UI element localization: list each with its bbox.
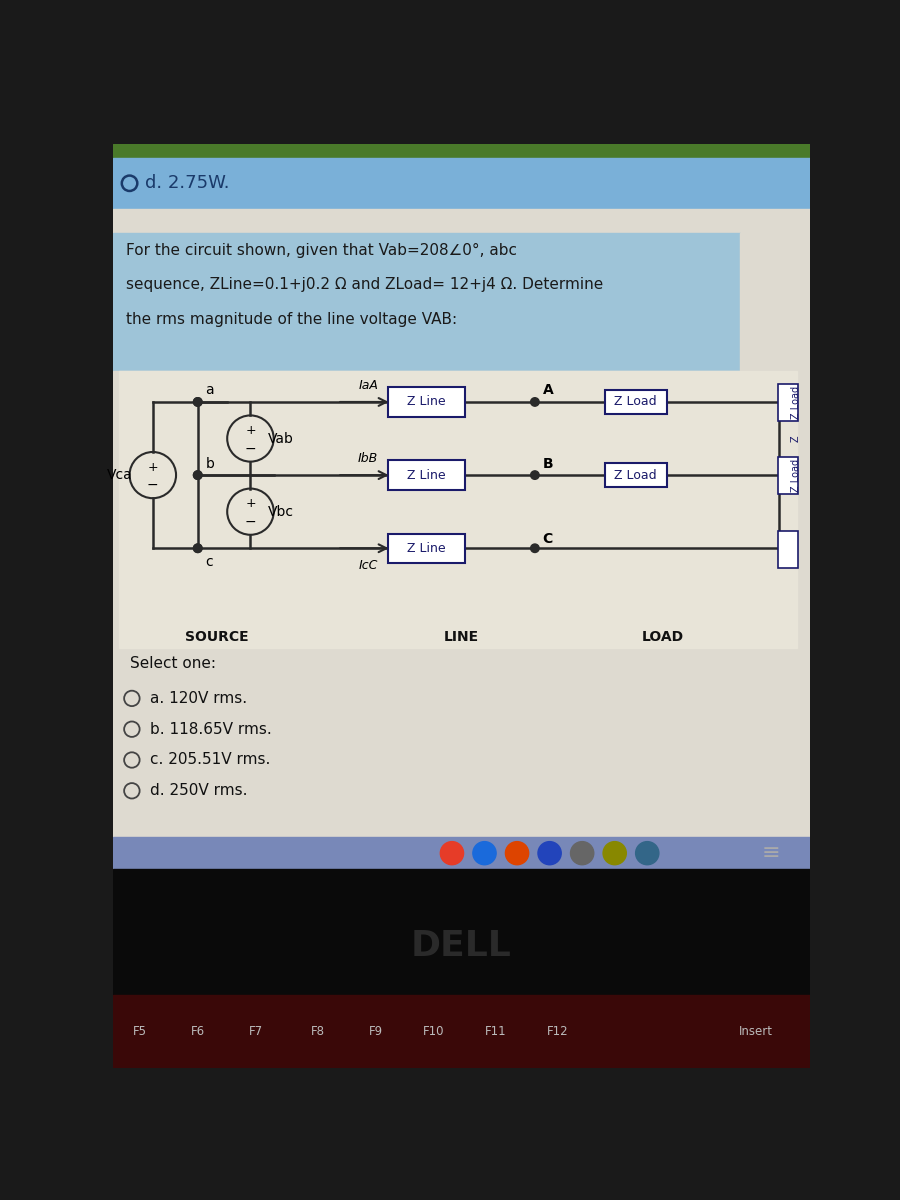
Text: B: B (543, 456, 553, 470)
Text: a: a (205, 383, 214, 397)
Bar (112, 995, 810, 1068)
Text: c: c (205, 556, 213, 569)
Circle shape (194, 470, 202, 479)
Bar (778, 457, 797, 494)
Circle shape (635, 841, 659, 865)
Text: Z: Z (791, 436, 801, 442)
Circle shape (440, 841, 464, 865)
Text: a. 120V rms.: a. 120V rms. (149, 691, 247, 706)
Bar (112, 233, 740, 371)
Circle shape (538, 841, 562, 865)
Text: F5: F5 (132, 1025, 147, 1038)
Text: d. 2.75W.: d. 2.75W. (145, 174, 230, 192)
Text: Select one:: Select one: (130, 656, 216, 671)
Circle shape (531, 470, 539, 479)
Text: F8: F8 (310, 1025, 325, 1038)
Text: −: − (245, 515, 256, 529)
Bar (112, 869, 810, 995)
Bar (119, 371, 796, 648)
Text: F6: F6 (191, 1025, 205, 1038)
Bar (740, 233, 810, 371)
Text: +: + (245, 498, 256, 510)
Text: Vbc: Vbc (267, 505, 293, 518)
Text: the rms magnitude of the line voltage VAB:: the rms magnitude of the line voltage VA… (126, 312, 457, 328)
Text: F12: F12 (547, 1025, 569, 1038)
Text: A: A (543, 383, 553, 397)
Circle shape (531, 397, 539, 406)
Bar (112, 144, 810, 158)
Text: Vca: Vca (107, 468, 133, 482)
Bar (112, 210, 810, 233)
Text: LINE: LINE (444, 630, 479, 643)
Text: Z Load: Z Load (791, 458, 801, 492)
Text: +: + (245, 425, 256, 437)
Text: F11: F11 (485, 1025, 507, 1038)
Text: Vab: Vab (267, 432, 293, 445)
Bar (388, 461, 465, 490)
Text: Z Line: Z Line (407, 396, 446, 408)
Text: Z Load: Z Load (791, 385, 801, 419)
Text: F10: F10 (423, 1025, 445, 1038)
Circle shape (472, 841, 496, 865)
Text: ≡: ≡ (762, 844, 780, 863)
Bar (778, 530, 797, 568)
Bar (605, 463, 667, 487)
Bar (112, 371, 810, 838)
Text: SOURCE: SOURCE (185, 630, 249, 643)
Text: −: − (245, 442, 256, 456)
Circle shape (194, 397, 202, 406)
Text: F7: F7 (248, 1025, 263, 1038)
Text: Z Load: Z Load (615, 468, 657, 481)
Text: Z Line: Z Line (407, 541, 446, 554)
Bar (605, 390, 667, 414)
Text: c. 205.51V rms.: c. 205.51V rms. (149, 752, 270, 768)
Bar (778, 384, 797, 421)
Text: sequence, ZLine=0.1+j0.2 Ω and ZLoad= 12+j4 Ω. Determine: sequence, ZLine=0.1+j0.2 Ω and ZLoad= 12… (126, 277, 604, 292)
Circle shape (506, 841, 528, 865)
Circle shape (571, 841, 594, 865)
Text: Z Load: Z Load (615, 396, 657, 408)
Circle shape (531, 544, 539, 552)
Text: IbB: IbB (358, 451, 378, 464)
Text: Z Line: Z Line (407, 468, 446, 481)
Text: For the circuit shown, given that Vab=208∠0°, abc: For the circuit shown, given that Vab=20… (126, 242, 518, 258)
Bar (112, 838, 810, 869)
Text: DELL: DELL (411, 929, 511, 964)
Text: IaA: IaA (358, 378, 378, 391)
Bar (112, 158, 810, 210)
Circle shape (194, 544, 202, 552)
Circle shape (194, 470, 202, 479)
Text: b: b (205, 456, 214, 470)
Text: LOAD: LOAD (642, 630, 684, 643)
Text: −: − (147, 478, 158, 492)
Text: b. 118.65V rms.: b. 118.65V rms. (149, 721, 272, 737)
Circle shape (194, 544, 202, 552)
Bar (388, 534, 465, 563)
Circle shape (194, 397, 202, 406)
Text: F9: F9 (369, 1025, 383, 1038)
Text: d. 250V rms.: d. 250V rms. (149, 784, 248, 798)
Circle shape (603, 841, 626, 865)
Text: +: + (148, 461, 158, 474)
Text: C: C (543, 532, 553, 546)
Text: IcC: IcC (358, 559, 378, 571)
Bar (388, 388, 465, 416)
Text: Insert: Insert (739, 1025, 773, 1038)
